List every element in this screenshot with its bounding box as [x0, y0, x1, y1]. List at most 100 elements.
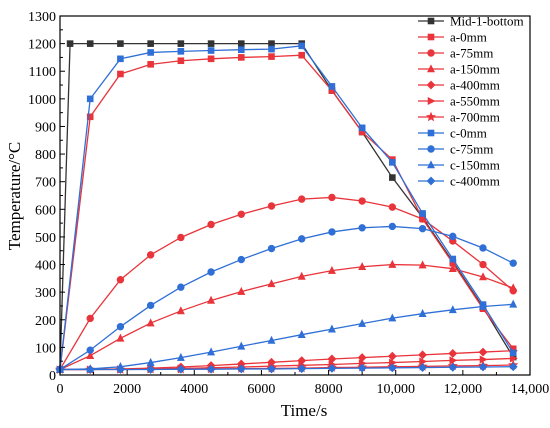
data-point [509, 283, 518, 292]
data-point [388, 313, 397, 322]
data-point [147, 40, 154, 47]
legend-entry: a-150mm [418, 62, 500, 77]
legend-entry: Mid-1-bottom [418, 14, 524, 29]
legend-label: a-150mm [450, 62, 500, 77]
data-point [418, 309, 427, 317]
legend-label: a-75mm [450, 46, 493, 61]
data-point [387, 363, 397, 373]
data-point [237, 46, 245, 53]
data-point [327, 363, 337, 373]
data-point [358, 262, 367, 271]
data-point [146, 301, 155, 310]
legend-marker [426, 176, 436, 186]
data-point [358, 318, 367, 327]
series-a-75mm [56, 193, 517, 374]
legend-marker [427, 145, 435, 153]
data-point [268, 53, 275, 60]
data-point [448, 305, 457, 314]
data-point [418, 260, 427, 269]
data-point [478, 362, 488, 372]
data-point [298, 42, 306, 50]
y-tick-label: 300 [35, 286, 56, 301]
y-tick-label: 500 [35, 231, 56, 246]
legend-entry: a-550mm [418, 94, 500, 109]
data-point [448, 349, 458, 358]
legend-entry: a-400mm [418, 78, 500, 93]
data-point [237, 40, 245, 47]
data-point [146, 251, 155, 259]
data-point [479, 301, 487, 310]
data-point [479, 355, 488, 364]
data-point [298, 51, 306, 59]
data-point [86, 350, 95, 359]
data-point [509, 259, 517, 267]
data-point [298, 235, 306, 243]
data-point [418, 224, 427, 233]
legend-entry: a-0mm [418, 30, 487, 45]
data-point [327, 265, 336, 274]
data-point [509, 299, 518, 308]
series-line [59, 263, 514, 371]
data-point [177, 57, 185, 65]
data-point [176, 364, 186, 374]
x-tick-label: 4000 [180, 382, 208, 397]
y-tick-label: 600 [35, 203, 56, 218]
data-point [66, 40, 74, 47]
data-point [418, 350, 427, 360]
legend-marker [427, 97, 436, 105]
y-tick-label: 1100 [29, 65, 56, 80]
data-point [117, 55, 124, 63]
legend-label: a-550mm [450, 94, 500, 109]
data-point [86, 113, 94, 121]
data-point [328, 193, 336, 202]
data-point [147, 49, 154, 56]
x-tick-label: 2000 [113, 382, 141, 397]
data-point [509, 349, 517, 357]
data-point [297, 330, 306, 338]
legend-marker [425, 111, 437, 122]
y-axis-title: Temperature/°C [5, 142, 24, 251]
series-line [59, 225, 514, 371]
data-point [479, 272, 487, 281]
series-c-400mm [55, 362, 518, 374]
series-line [59, 196, 514, 370]
data-point [448, 264, 457, 272]
data-point [387, 351, 397, 361]
data-point [237, 54, 245, 61]
data-point [207, 268, 215, 276]
data-point [479, 244, 487, 252]
x-tick-label: 10,000 [376, 382, 415, 397]
legend-label: Mid-1-bottom [450, 14, 524, 29]
series-c-0mm [56, 42, 517, 373]
data-point [207, 220, 215, 229]
data-point [207, 347, 216, 356]
data-point [328, 83, 336, 90]
data-point [177, 283, 185, 291]
data-point [297, 271, 306, 280]
data-point [418, 363, 427, 372]
x-tick-label: 8000 [315, 382, 343, 397]
data-point [177, 40, 185, 47]
legend-marker [427, 17, 435, 25]
data-point [298, 195, 306, 203]
legend-label: c-0mm [450, 126, 487, 141]
series-c-75mm [56, 222, 517, 374]
legend-entry: a-75mm [418, 46, 493, 61]
data-point [449, 232, 457, 241]
legend-entry: c-0mm [418, 126, 487, 141]
data-point [267, 364, 276, 374]
data-point [508, 362, 518, 372]
data-point [419, 210, 426, 217]
legend-marker [427, 64, 435, 73]
data-point [479, 260, 487, 269]
series-a-150mm [56, 259, 518, 373]
data-point [237, 341, 246, 350]
data-point [207, 295, 216, 304]
series-line [60, 366, 514, 371]
data-point [86, 95, 94, 103]
legend-marker [427, 33, 435, 41]
legend-label: c-75mm [450, 142, 493, 157]
data-point [146, 318, 155, 327]
series-a-0mm [56, 51, 517, 373]
